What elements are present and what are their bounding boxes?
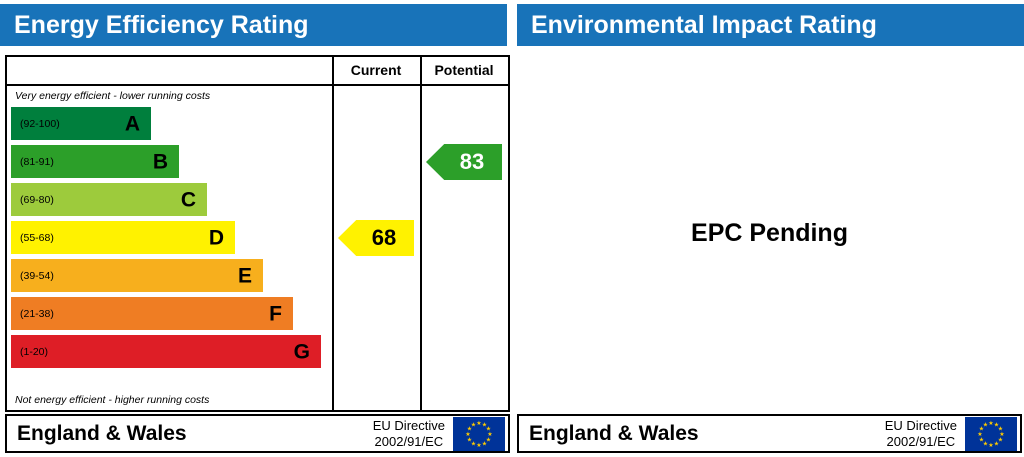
bands-column: (92-100) A (81-91) B (69-80) C (55-68) D (39-54)… <box>11 107 331 373</box>
svg-text:★: ★ <box>486 436 491 443</box>
efficiency-top-note: Very energy efficient - lower running co… <box>15 90 211 102</box>
band-bar-g: (1-20) G <box>11 335 321 368</box>
svg-text:★: ★ <box>471 440 476 447</box>
region-label: England & Wales <box>17 421 187 445</box>
svg-text:★: ★ <box>979 425 984 432</box>
band-letter: F <box>269 302 282 325</box>
band-range: (69-80) <box>20 193 54 206</box>
band-bar-f: (21-38) F <box>11 297 293 330</box>
band-row-e: (39-54) E <box>11 259 331 297</box>
band-row-a: (92-100) A <box>11 107 331 145</box>
svg-text:★: ★ <box>471 421 476 428</box>
band-row-c: (69-80) C <box>11 183 331 221</box>
svg-text:★: ★ <box>998 436 1003 443</box>
band-row-b: (81-91) B <box>11 145 331 183</box>
svg-text:★: ★ <box>487 431 492 438</box>
eu-directive-label: EU Directive 2002/91/EC <box>373 418 445 449</box>
eu-directive-line1: EU Directive <box>884 417 957 433</box>
band-bar-b: (81-91) B <box>11 145 179 178</box>
eu-directive-line2: 2002/91/EC <box>886 433 956 449</box>
region-label: England & Wales <box>529 421 699 445</box>
band-range: (81-91) <box>20 155 54 168</box>
current-column-divider <box>332 57 334 410</box>
band-row-g: (1-20) G <box>11 335 331 373</box>
environmental-impact-body: EPC Pending <box>517 55 1022 412</box>
band-bar-c: (69-80) C <box>11 183 207 216</box>
environmental-impact-footer: England & Wales EU Directive 2002/91/EC … <box>517 414 1022 453</box>
efficiency-bottom-note: Not energy efficient - higher running co… <box>15 394 210 406</box>
band-letter: E <box>237 264 252 287</box>
svg-text:★: ★ <box>979 436 984 443</box>
svg-text:★: ★ <box>467 436 472 443</box>
svg-text:★: ★ <box>999 431 1004 438</box>
eu-flag-icon: ★ ★ ★★ ★★ ★★ ★★ ★★ <box>965 416 1017 451</box>
energy-efficiency-footer: England & Wales EU Directive 2002/91/EC … <box>5 414 510 453</box>
band-range: (92-100) <box>20 117 60 130</box>
current-rating-value: 68 <box>371 225 397 250</box>
potential-rating-arrow: 83 <box>426 144 502 180</box>
svg-text:★: ★ <box>977 431 982 438</box>
svg-text:★: ★ <box>465 431 470 438</box>
eu-directive-line1: EU Directive <box>372 417 445 433</box>
eu-flag-icon: ★ ★ ★★ ★★ ★★ ★★ ★★ <box>453 416 505 451</box>
svg-text:★: ★ <box>482 440 487 447</box>
band-letter: G <box>293 340 310 363</box>
band-range: (39-54) <box>20 269 54 282</box>
potential-rating-value: 83 <box>459 149 485 174</box>
potential-column-divider <box>420 57 422 410</box>
band-bar-e: (39-54) E <box>11 259 263 292</box>
svg-text:★: ★ <box>994 421 999 428</box>
epc-pending-label: EPC Pending <box>691 219 848 247</box>
band-letter: A <box>124 112 140 135</box>
band-range: (1-20) <box>20 345 49 358</box>
energy-efficiency-title: Energy Efficiency Rating <box>14 11 309 39</box>
svg-text:★: ★ <box>467 425 472 432</box>
svg-text:★: ★ <box>486 425 491 432</box>
energy-efficiency-header: Energy Efficiency Rating <box>0 4 507 46</box>
svg-text:★: ★ <box>988 420 993 427</box>
current-column-header: Current <box>350 62 402 78</box>
environmental-impact-title: Environmental Impact Rating <box>531 11 877 39</box>
svg-text:★: ★ <box>482 421 487 428</box>
band-range: (21-38) <box>20 307 54 320</box>
eu-directive-line2: 2002/91/EC <box>374 433 444 449</box>
current-rating-arrow: 68 <box>338 220 414 256</box>
band-row-d: (55-68) D <box>11 221 331 259</box>
band-letter: B <box>152 150 168 173</box>
energy-efficiency-chart: Current Potential Very energy efficient … <box>5 55 510 412</box>
band-letter: D <box>208 226 224 249</box>
band-range: (55-68) <box>20 231 54 244</box>
svg-text:★: ★ <box>476 442 481 449</box>
band-bar-d: (55-68) D <box>11 221 235 254</box>
band-letter: C <box>180 188 196 211</box>
band-bar-a: (92-100) A <box>11 107 151 140</box>
svg-text:★: ★ <box>983 440 988 447</box>
svg-text:★: ★ <box>983 421 988 428</box>
svg-text:★: ★ <box>476 420 481 427</box>
potential-column-header: Potential <box>434 62 494 78</box>
eu-directive-label: EU Directive 2002/91/EC <box>885 418 957 449</box>
column-header-underline <box>7 84 508 86</box>
environmental-impact-header: Environmental Impact Rating <box>517 4 1024 46</box>
svg-text:★: ★ <box>988 442 993 449</box>
band-row-f: (21-38) F <box>11 297 331 335</box>
svg-text:★: ★ <box>994 440 999 447</box>
svg-text:★: ★ <box>998 425 1003 432</box>
